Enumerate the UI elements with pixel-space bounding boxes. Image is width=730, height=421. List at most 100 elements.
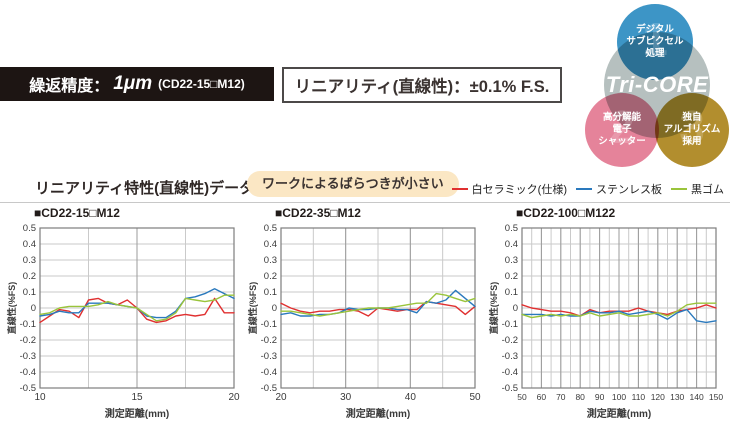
- svg-text:0.4: 0.4: [505, 239, 518, 250]
- linearity-chart-cd22-100: -0.5 -0.4 -0.3 -0.2 -0.1 0 0.1 0.2 0.3 0.4 0.5 50 60…: [488, 222, 724, 421]
- linearity-banner: リニアリティ(直線性)：±0.1% F.S.: [282, 67, 562, 103]
- tricore-algorithm-line2: アルゴリズム: [663, 124, 721, 136]
- legend-item-white-ceramic: 白セラミック(仕様): [451, 181, 567, 197]
- tricore-diagram: 1 デジタル サブピクセル 処理 2 高分解能 電子 シャッター 3 独自 アル…: [585, 4, 730, 167]
- svg-text:-0.4: -0.4: [20, 367, 36, 378]
- svg-text:-0.2: -0.2: [261, 335, 277, 346]
- svg-text:-0.3: -0.3: [502, 351, 518, 362]
- numeral-1-watermark: 1: [642, 12, 668, 65]
- svg-text:0.3: 0.3: [505, 255, 518, 266]
- legend-item-black-rubber: 黒ゴム: [671, 181, 724, 197]
- svg-text:0.2: 0.2: [505, 271, 518, 282]
- legend-label-white-ceramic: 白セラミック(仕様): [471, 184, 567, 196]
- svg-text:0.5: 0.5: [505, 223, 518, 234]
- svg-text:測定距離(mm): 測定距離(mm): [346, 407, 410, 420]
- svg-text:-0.1: -0.1: [502, 319, 518, 330]
- chart-title-cd22-100: ■CD22-100□M122: [516, 206, 616, 220]
- red-line-swatch: [451, 188, 468, 190]
- linearity-chart-cd22-15: -0.5 -0.4 -0.3 -0.2 -0.1 0 0.1 0.2 0.3 0.4 0.5 10 15…: [6, 222, 242, 421]
- svg-text:110: 110: [632, 392, 646, 402]
- svg-text:0.1: 0.1: [505, 287, 518, 298]
- svg-text:0: 0: [31, 303, 36, 314]
- numeral-2-watermark: 2: [609, 100, 635, 153]
- tricore-circle-shutter: [585, 93, 659, 167]
- svg-text:測定距離(mm): 測定距離(mm): [587, 407, 651, 420]
- tricore-algorithm-line3: 採用: [682, 135, 702, 147]
- svg-text:0: 0: [272, 303, 277, 314]
- linearity-banner-text: リニアリティ(直線性)：±0.1% F.S.: [294, 78, 550, 96]
- svg-text:-0.2: -0.2: [502, 335, 518, 346]
- svg-text:40: 40: [405, 392, 417, 403]
- svg-text:0.4: 0.4: [264, 239, 277, 250]
- svg-text:0.2: 0.2: [23, 271, 36, 282]
- svg-text:0.2: 0.2: [264, 271, 277, 282]
- svg-text:-0.4: -0.4: [502, 367, 518, 378]
- svg-text:30: 30: [340, 392, 352, 403]
- blue-line-swatch: [576, 188, 592, 190]
- svg-text:直線性(%FS): 直線性(%FS): [488, 282, 499, 335]
- repeatability-banner: 繰返精度： 1μm (CD22-15□M12): [0, 67, 274, 101]
- tricore-shutter-line3: シャッター: [598, 135, 646, 147]
- tricore-shutter-line2: 電子: [612, 124, 632, 136]
- legend-label-black-rubber: 黒ゴム: [691, 184, 724, 196]
- tricore-digital-line3: 処理: [645, 47, 665, 59]
- svg-text:0.5: 0.5: [23, 223, 36, 234]
- svg-text:-0.1: -0.1: [20, 319, 36, 330]
- legend-item-stainless: ステンレス板: [576, 181, 662, 197]
- svg-text:50: 50: [469, 392, 481, 403]
- svg-text:-0.4: -0.4: [261, 367, 277, 378]
- legend-label-stainless: ステンレス板: [596, 184, 662, 196]
- svg-text:-0.1: -0.1: [261, 319, 277, 330]
- charts-row: ■CD22-15□M12 -0.5 -0.4 -0.3 -0.2 -0.1 0 0.1 0.2…: [6, 206, 724, 421]
- chart-title-cd22-15: ■CD22-15□M12: [34, 206, 120, 220]
- svg-text:0.3: 0.3: [23, 255, 36, 266]
- svg-text:-0.3: -0.3: [20, 351, 36, 362]
- svg-text:50: 50: [517, 392, 527, 402]
- svg-text:20: 20: [228, 392, 240, 403]
- svg-text:100: 100: [612, 392, 626, 402]
- repeatability-model-note: (CD22-15□M12): [158, 77, 245, 91]
- svg-text:直線性(%FS): 直線性(%FS): [247, 282, 258, 335]
- numeral-3-watermark: 3: [679, 100, 705, 153]
- tricore-digital-line2: サブピクセル: [626, 36, 684, 48]
- chart-block-cd22-100: ■CD22-100□M122 -0.5 -0.4 -0.3 -0.2 -0.1 0 0.1 0…: [488, 206, 724, 421]
- repeatability-value: 1μm: [113, 73, 153, 94]
- chart-block-cd22-35: ■CD22-35□M12 -0.5 -0.4 -0.3 -0.2 -0.1 0 0.1 0.2…: [247, 206, 483, 421]
- tricore-shutter-label: 2 高分解能 電子 シャッター: [585, 93, 659, 167]
- svg-text:-0.3: -0.3: [261, 351, 277, 362]
- svg-text:-0.2: -0.2: [20, 335, 36, 346]
- svg-text:120: 120: [651, 392, 665, 402]
- tricore-algorithm-label: 3 独自 アルゴリズム 採用: [655, 93, 729, 167]
- linearity-chart-cd22-35: -0.5 -0.4 -0.3 -0.2 -0.1 0 0.1 0.2 0.3 0.4 0.5 20 30…: [247, 222, 483, 421]
- svg-text:-0.5: -0.5: [261, 383, 277, 394]
- tricore-circle-algorithm: [655, 93, 729, 167]
- svg-text:150: 150: [709, 392, 723, 402]
- svg-text:90: 90: [595, 392, 605, 402]
- tricore-algorithm-line1: 独自: [682, 112, 702, 124]
- tricore-logo-text: Tri-CORE: [605, 72, 709, 97]
- svg-text:測定距離(mm): 測定距離(mm): [105, 407, 169, 420]
- svg-text:-0.5: -0.5: [20, 383, 36, 394]
- svg-text:130: 130: [670, 392, 684, 402]
- tricore-circle-digital: [617, 4, 693, 80]
- svg-text:80: 80: [575, 392, 585, 402]
- svg-text:0.1: 0.1: [264, 287, 277, 298]
- repeatability-label: 繰返精度：: [29, 78, 110, 95]
- svg-text:0.3: 0.3: [264, 255, 277, 266]
- svg-text:直線性(%FS): 直線性(%FS): [6, 282, 17, 335]
- svg-text:0: 0: [513, 303, 518, 314]
- svg-text:0.5: 0.5: [264, 223, 277, 234]
- svg-text:70: 70: [556, 392, 566, 402]
- svg-text:15: 15: [131, 392, 143, 403]
- chart-block-cd22-15: ■CD22-15□M12 -0.5 -0.4 -0.3 -0.2 -0.1 0 0.1 0.2…: [6, 206, 242, 421]
- svg-text:20: 20: [275, 392, 287, 403]
- section-heading: リニアリティ特性(直線性)データ: [35, 180, 255, 197]
- tricore-digital-line1: デジタル: [636, 24, 674, 36]
- tricore-digital-label: 1 デジタル サブピクセル 処理: [617, 4, 693, 80]
- callout-pill: ワークによるばらつきが小さい: [247, 171, 459, 197]
- svg-text:0.4: 0.4: [23, 239, 36, 250]
- green-line-swatch: [671, 188, 687, 190]
- svg-text:-0.5: -0.5: [502, 383, 518, 394]
- svg-text:60: 60: [537, 392, 547, 402]
